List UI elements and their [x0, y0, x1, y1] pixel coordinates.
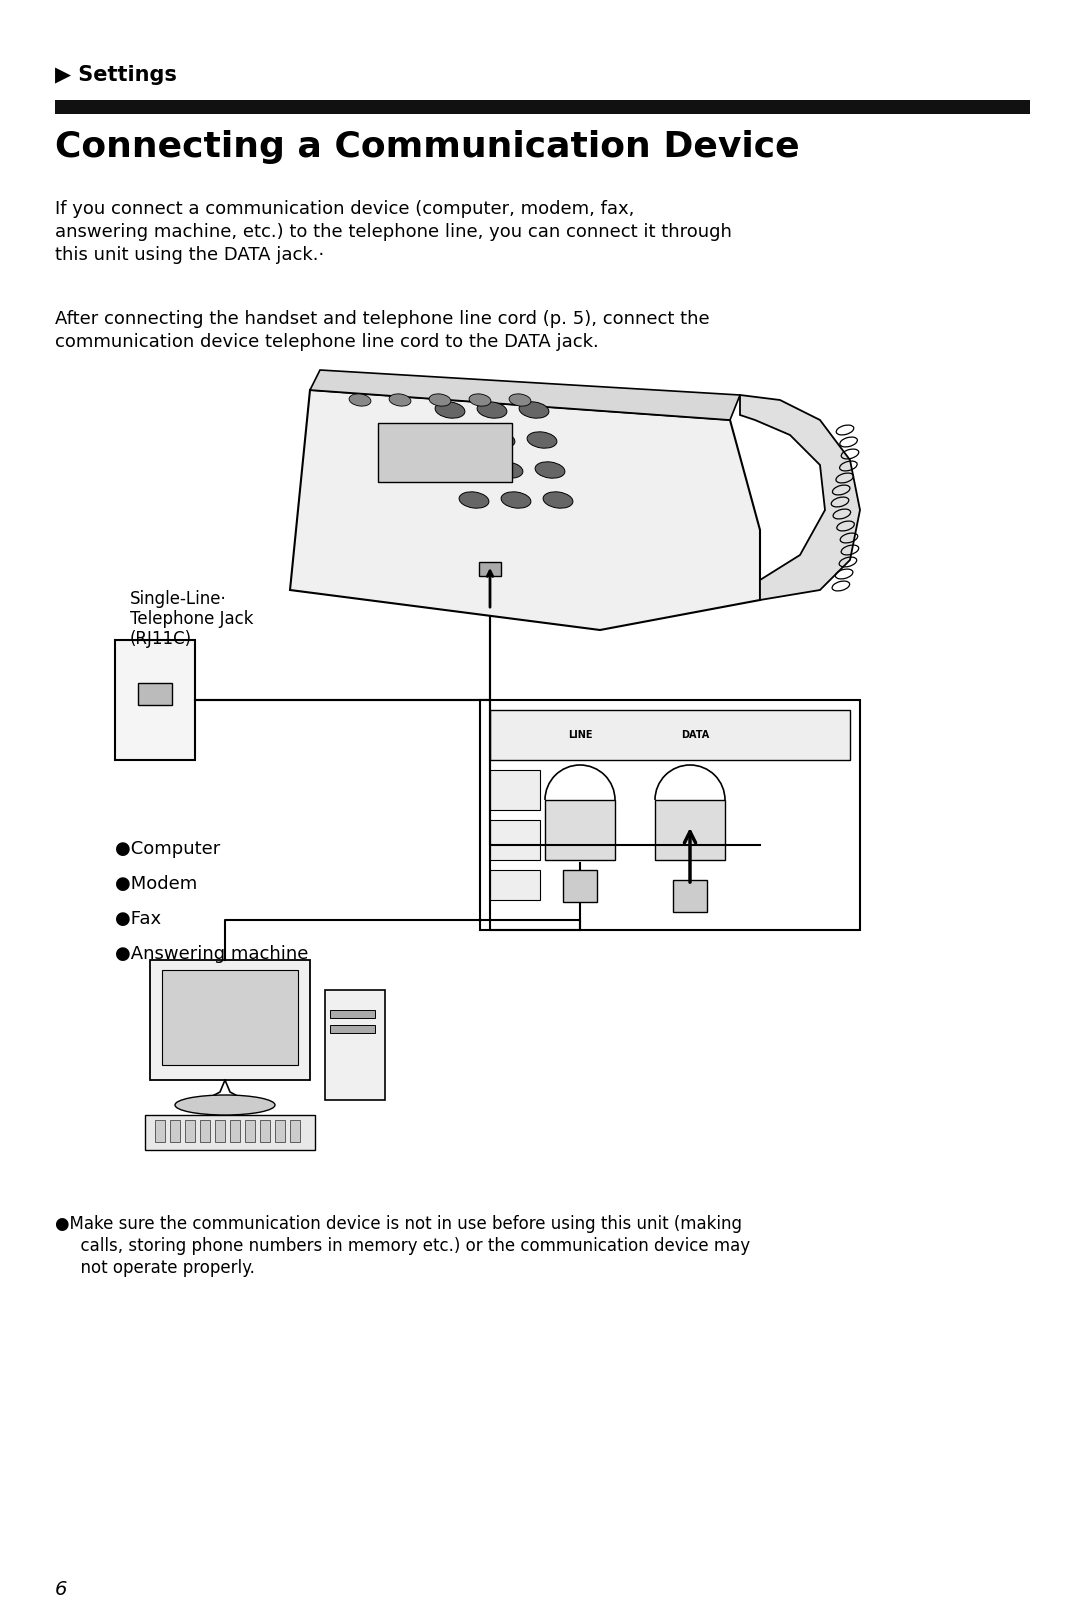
Bar — [170, 1121, 180, 1142]
Ellipse shape — [501, 491, 531, 508]
Ellipse shape — [543, 491, 572, 508]
Bar — [55, 101, 1030, 114]
Ellipse shape — [469, 394, 491, 406]
Text: Telephone Jack: Telephone Jack — [130, 610, 254, 628]
Text: this unit using the DATA jack.·: this unit using the DATA jack.· — [55, 247, 324, 264]
Ellipse shape — [435, 402, 464, 418]
Ellipse shape — [494, 462, 523, 478]
Polygon shape — [310, 370, 740, 420]
Bar — [230, 1121, 240, 1142]
Bar — [245, 1121, 255, 1142]
Polygon shape — [740, 396, 860, 600]
Text: LINE: LINE — [568, 730, 592, 740]
Ellipse shape — [349, 394, 370, 406]
FancyBboxPatch shape — [673, 881, 707, 912]
Ellipse shape — [389, 394, 410, 406]
Bar — [291, 1121, 300, 1142]
Text: ●Fax: ●Fax — [114, 910, 161, 928]
Bar — [490, 710, 850, 761]
Bar — [490, 869, 540, 900]
Text: ●Computer: ●Computer — [114, 840, 220, 858]
Text: ●Answering machine: ●Answering machine — [114, 946, 309, 963]
Bar — [185, 1121, 195, 1142]
Text: communication device telephone line cord to the DATA jack.: communication device telephone line cord… — [55, 333, 598, 350]
Bar — [275, 1121, 285, 1142]
Ellipse shape — [477, 402, 507, 418]
Ellipse shape — [175, 1095, 275, 1114]
Bar — [260, 1121, 270, 1142]
Ellipse shape — [459, 491, 489, 508]
Bar — [330, 1025, 375, 1033]
Text: ▶ Settings: ▶ Settings — [55, 65, 177, 84]
Bar — [150, 960, 310, 1080]
FancyBboxPatch shape — [378, 423, 512, 482]
Text: ●Modem: ●Modem — [114, 874, 198, 894]
Bar — [114, 641, 195, 761]
Text: After connecting the handset and telephone line cord (p. 5), connect the: After connecting the handset and telepho… — [55, 310, 710, 328]
Bar — [654, 800, 725, 860]
Ellipse shape — [443, 431, 473, 448]
Bar — [156, 1121, 165, 1142]
Text: 6: 6 — [55, 1580, 67, 1599]
Bar — [145, 1114, 315, 1150]
Text: calls, storing phone numbers in memory etc.) or the communication device may: calls, storing phone numbers in memory e… — [70, 1238, 751, 1255]
FancyBboxPatch shape — [138, 683, 172, 706]
Text: ●Make sure the communication device is not in use before using this unit (making: ●Make sure the communication device is n… — [55, 1215, 742, 1233]
Polygon shape — [291, 389, 760, 629]
Bar — [325, 989, 384, 1100]
Bar — [215, 1121, 225, 1142]
Bar — [490, 770, 540, 809]
Text: (RJ11C): (RJ11C) — [130, 629, 192, 649]
Text: answering machine, etc.) to the telephone line, you can connect it through: answering machine, etc.) to the telephon… — [55, 222, 732, 242]
Bar — [545, 800, 615, 860]
Ellipse shape — [527, 431, 557, 448]
Bar — [200, 1121, 210, 1142]
Text: If you connect a communication device (computer, modem, fax,: If you connect a communication device (c… — [55, 200, 634, 217]
Bar — [480, 701, 860, 929]
Ellipse shape — [485, 431, 515, 448]
FancyBboxPatch shape — [480, 561, 501, 576]
Bar — [162, 970, 298, 1066]
Ellipse shape — [535, 462, 565, 478]
Text: Single-Line·: Single-Line· — [130, 590, 227, 608]
Ellipse shape — [519, 402, 549, 418]
Ellipse shape — [451, 462, 481, 478]
Ellipse shape — [509, 394, 531, 406]
Text: DATA: DATA — [680, 730, 710, 740]
Bar — [330, 1011, 375, 1019]
Text: not operate properly.: not operate properly. — [70, 1259, 255, 1277]
Ellipse shape — [429, 394, 451, 406]
FancyBboxPatch shape — [563, 869, 597, 902]
Text: Connecting a Communication Device: Connecting a Communication Device — [55, 130, 799, 164]
Bar — [490, 821, 540, 860]
